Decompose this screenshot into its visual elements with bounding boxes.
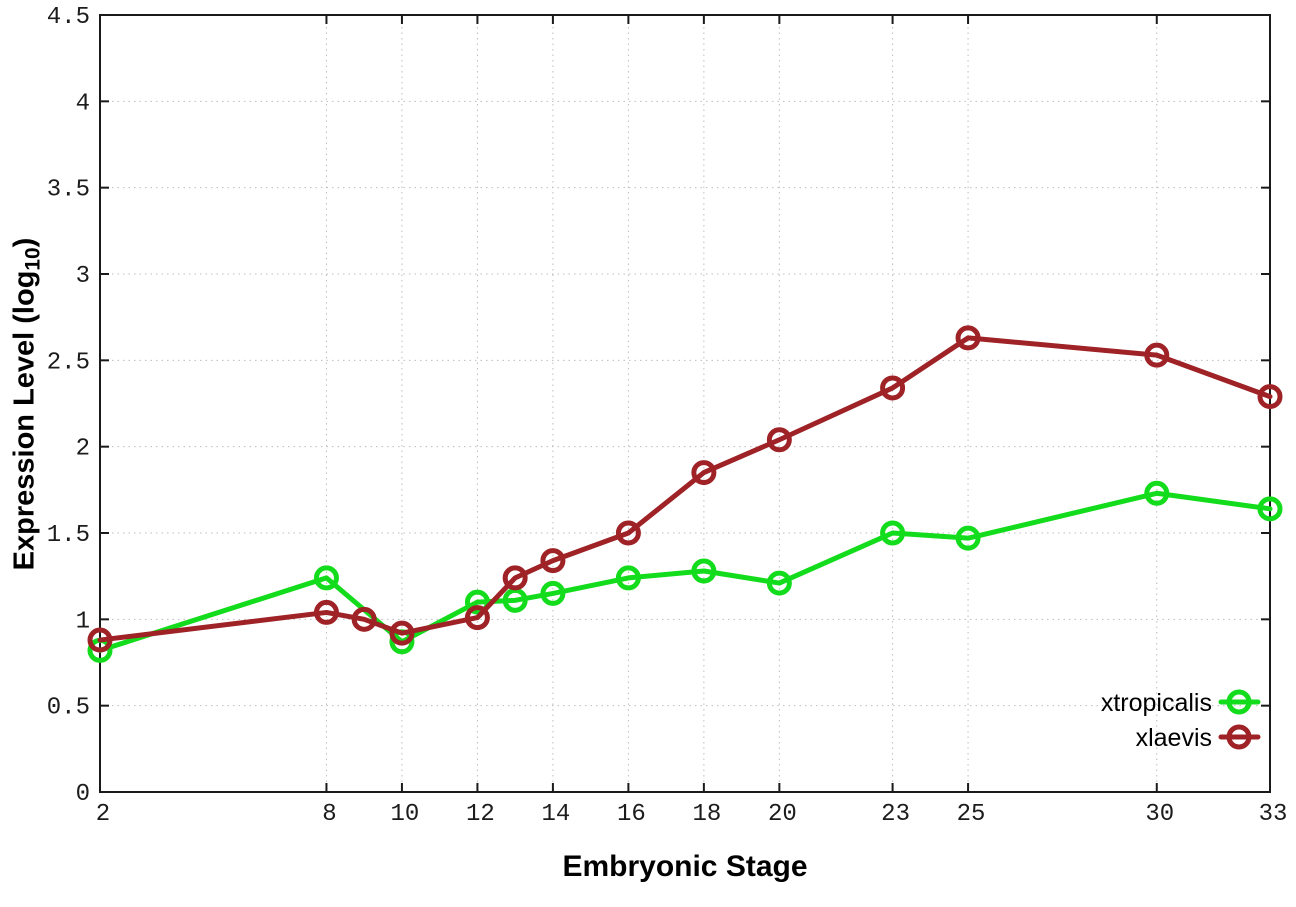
marker-xlaevis-stage-13: [502, 565, 528, 591]
tick-label-x-16: 16: [617, 801, 646, 828]
tick-label-y-1.5: 1.5: [47, 522, 90, 549]
marker-xlaevis-stage-14: [540, 548, 566, 574]
tick-label-x-12: 12: [466, 801, 495, 828]
tick-label-y-4.5: 4.5: [47, 4, 90, 31]
marker-xlaevis-stage-33: [1257, 384, 1283, 410]
marker-xlaevis-stage-16: [615, 520, 641, 546]
marker-xtropicalis-stage-8: [313, 565, 339, 591]
tick-label-x-18: 18: [692, 801, 721, 828]
y-axis-title-close: ): [8, 237, 41, 248]
marker-xtropicalis-stage-20: [766, 570, 792, 596]
legend-label-xtropicalis: xtropicalis: [1101, 689, 1212, 717]
marker-xlaevis-stage-18: [691, 460, 717, 486]
tick-label-y-1: 1: [76, 608, 90, 635]
marker-xtropicalis-stage-14: [540, 580, 566, 606]
marker-xtropicalis-stage-12: [464, 589, 490, 615]
marker-xlaevis-stage-12: [464, 605, 490, 631]
tick-label-x-25: 25: [957, 801, 986, 828]
marker-xtropicalis-stage-25: [955, 525, 981, 551]
legend-label-xlaevis: xlaevis: [1136, 724, 1212, 752]
tick-label-x-33: 33: [1259, 801, 1288, 828]
tick-label-x-2: 2: [96, 801, 110, 828]
tick-label-y-3: 3: [76, 263, 90, 290]
marker-xtropicalis-stage-33: [1257, 496, 1283, 522]
tick-label-x-10: 10: [391, 801, 420, 828]
tick-label-x-8: 8: [322, 801, 336, 828]
tick-label-y-3.5: 3.5: [47, 177, 90, 204]
tick-label-x-30: 30: [1145, 801, 1174, 828]
marker-xlaevis-stage-25: [955, 325, 981, 351]
marker-xlaevis-stage-8: [313, 599, 339, 625]
marker-xlaevis-stage-9: [351, 606, 377, 632]
marker-xlaevis-stage-10: [389, 620, 415, 646]
tick-label-x-20: 20: [768, 801, 797, 828]
series-line-xtropicalis: [97, 490, 1273, 653]
x-axis-title: Embryonic Stage: [562, 850, 808, 883]
marker-xlaevis-stage-20: [766, 427, 792, 453]
marker-xlaevis-stage-23: [880, 375, 906, 401]
tick-label-y-2: 2: [76, 436, 90, 463]
tick-label-y-0.5: 0.5: [47, 695, 90, 722]
y-axis-title: Expression Level (log10): [8, 238, 45, 571]
tick-label-y-0: 0: [76, 781, 90, 808]
legend-marker-xtropicalis: [1226, 689, 1252, 715]
series-line-xlaevis: [97, 335, 1273, 643]
legend-marker-xlaevis: [1226, 724, 1252, 750]
tick-label-x-23: 23: [881, 801, 910, 828]
marker-xtropicalis-stage-30: [1144, 480, 1170, 506]
marker-xlaevis-stage-30: [1144, 342, 1170, 368]
marker-xtropicalis-stage-16: [615, 565, 641, 591]
marker-xtropicalis-stage-23: [880, 520, 906, 546]
y-axis-title-subscript: 10: [21, 247, 45, 271]
marker-xlaevis-stage-2: [87, 627, 113, 653]
marker-xtropicalis-stage-18: [691, 558, 717, 584]
tick-label-x-14: 14: [541, 801, 570, 828]
plot-border: [99, 14, 1271, 793]
y-axis-title-text: Expression Level (log: [8, 270, 41, 571]
tick-label-y-2.5: 2.5: [47, 349, 90, 376]
tick-label-y-4: 4: [76, 90, 90, 117]
